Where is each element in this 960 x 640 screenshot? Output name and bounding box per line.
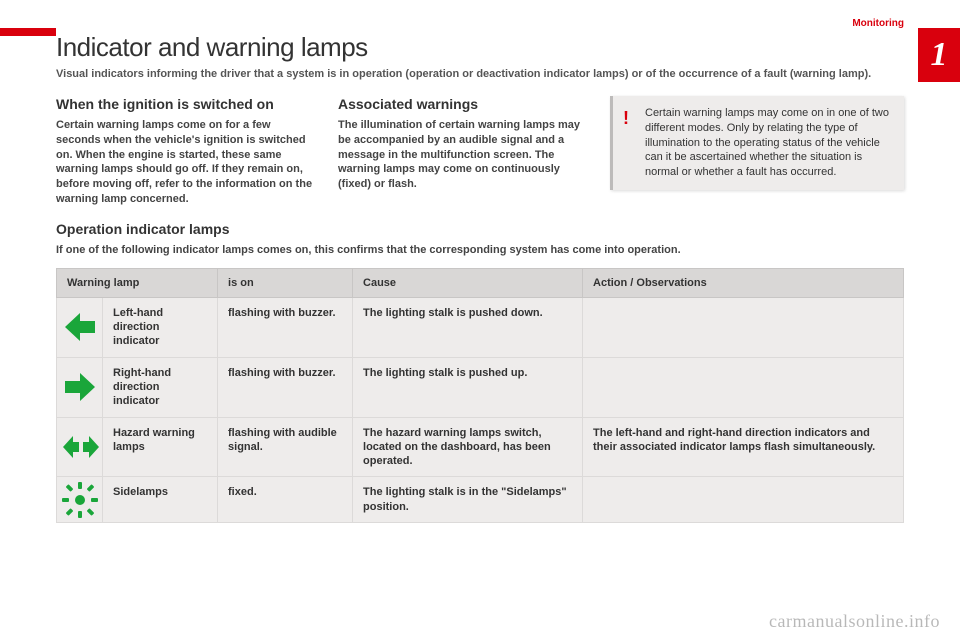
callout-text: Certain warning lamps may come on in one… [645,107,889,178]
section-label: Monitoring [852,18,904,29]
sidelamps-icon [57,477,103,523]
page-subtitle: Visual indicators informing the driver t… [56,67,904,82]
intro-operation-lamps: If one of the following indicator lamps … [56,243,904,258]
row-label: Sidelamps [103,477,218,523]
page-title: Indicator and warning lamps [56,32,904,63]
row-cause: The hazard warning lamps switch, located… [353,417,583,477]
chapter-tab: 1 [918,28,960,82]
row-ison: fixed. [218,477,353,523]
row-ison: flashing with buzzer. [218,357,353,417]
row-cause: The lighting stalk is pushed up. [353,357,583,417]
row-ison: flashing with buzzer. [218,297,353,357]
body-warnings: The illumination of certain warning lamp… [338,118,588,192]
th-is-on: is on [218,268,353,297]
th-warning-lamp: Warning lamp [57,268,218,297]
red-accent-strip [0,28,56,36]
row-action [583,297,904,357]
th-action: Action / Observations [583,268,904,297]
row-action [583,357,904,417]
row-action [583,477,904,523]
row-label: Left-hand direction indicator [103,297,218,357]
row-label: Hazard warning lamps [103,417,218,477]
hazard-icon [57,417,103,477]
heading-ignition: When the ignition is switched on [56,96,316,112]
watermark: carmanualsonline.info [769,611,940,632]
table-row: Hazard warning lamps flashing with audib… [57,417,904,477]
row-ison: flashing with audible signal. [218,417,353,477]
row-action: The left-hand and right-hand direction i… [583,417,904,477]
row-cause: The lighting stalk is in the "Sidelamps"… [353,477,583,523]
heading-operation-lamps: Operation indicator lamps [56,221,904,237]
th-cause: Cause [353,268,583,297]
table-row: Right-hand direction indicator flashing … [57,357,904,417]
table-row: Sidelamps fixed. The lighting stalk is i… [57,477,904,523]
exclamation-icon: ! [623,106,629,130]
table-row: Left-hand direction indicator flashing w… [57,297,904,357]
right-arrow-icon [57,357,103,417]
heading-warnings: Associated warnings [338,96,588,112]
left-arrow-icon [57,297,103,357]
row-cause: The lighting stalk is pushed down. [353,297,583,357]
callout-box: ! Certain warning lamps may come on in o… [610,96,904,190]
row-label: Right-hand direction indicator [103,357,218,417]
warning-lamp-table: Warning lamp is on Cause Action / Observ… [56,268,904,523]
body-ignition: Certain warning lamps come on for a few … [56,118,316,207]
